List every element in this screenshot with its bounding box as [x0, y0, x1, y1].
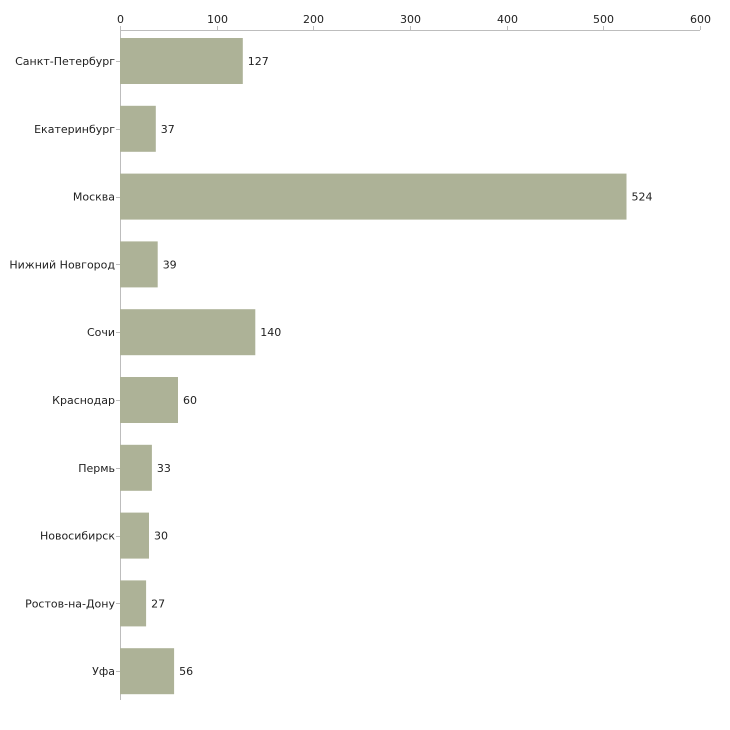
category-label: Уфа: [92, 665, 115, 678]
category-label: Ростов-на-Дону: [25, 597, 115, 610]
bars: [120, 38, 627, 695]
bar-value-label: 56: [179, 665, 193, 678]
x-tick-label: 0: [117, 13, 124, 26]
bar: [120, 309, 256, 356]
x-tick-label: 200: [303, 13, 324, 26]
category-label: Новосибирск: [40, 530, 115, 543]
bar: [120, 377, 178, 423]
x-axis: 0 100 200 300 400 500 600: [117, 13, 711, 31]
y-axis: [116, 30, 121, 700]
bar-value-label: 30: [154, 530, 168, 543]
bar-value-label: 27: [151, 597, 165, 610]
category-label: Санкт-Петербург: [15, 55, 115, 68]
category-label: Сочи: [87, 326, 115, 339]
bar: [120, 648, 175, 695]
bar: [120, 241, 158, 288]
category-label: Краснодар: [52, 394, 115, 407]
value-labels: 127 37 524 39 140 60 33 30 27 56: [151, 55, 652, 678]
x-tick-label: 400: [497, 13, 518, 26]
bar-value-label: 39: [163, 258, 177, 271]
bar-value-label: 127: [248, 55, 269, 68]
bar-value-label: 37: [161, 123, 175, 136]
bar: [120, 444, 152, 491]
bar: [120, 580, 147, 627]
bar-value-label: 33: [157, 462, 171, 475]
category-label: Пермь: [78, 462, 115, 475]
bar-value-label: 524: [632, 191, 653, 204]
x-tick-label: 500: [593, 13, 614, 26]
category-label: Екатеринбург: [34, 123, 115, 136]
category-label: Москва: [73, 191, 115, 204]
bar-value-label: 140: [260, 326, 281, 339]
category-label: Нижний Новгород: [9, 258, 115, 271]
category-labels: Санкт-Петербург Екатеринбург Москва Нижний …: [9, 55, 115, 678]
bar-value-label: 60: [183, 394, 197, 407]
x-tick-label: 100: [207, 13, 228, 26]
bar: [120, 173, 627, 220]
bar: [120, 105, 156, 152]
x-tick-label: 600: [690, 13, 711, 26]
x-tick-label: 300: [400, 13, 421, 26]
bar: [120, 38, 243, 84]
bar: [120, 512, 149, 559]
